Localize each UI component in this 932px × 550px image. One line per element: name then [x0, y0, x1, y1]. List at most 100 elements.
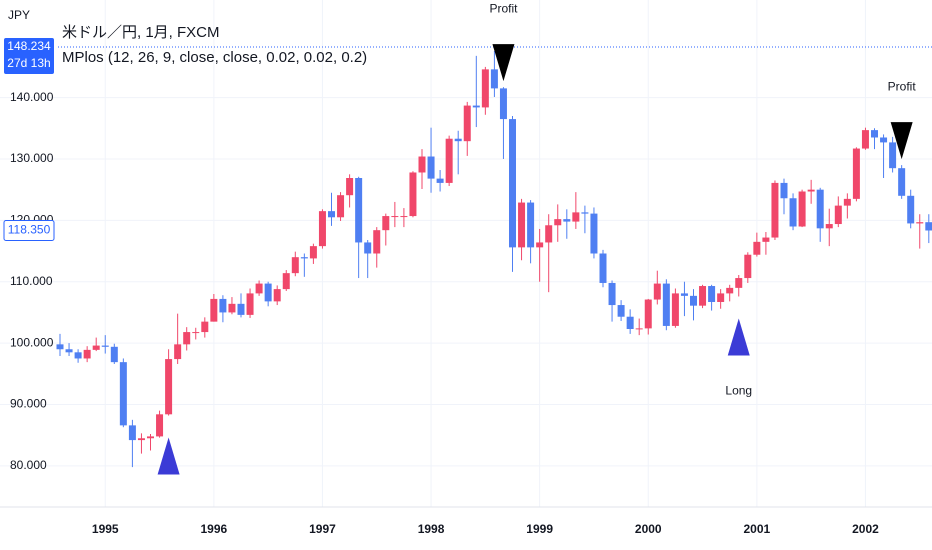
candle-body — [273, 289, 281, 302]
candle-body — [355, 178, 363, 243]
x-tick-label: 1995 — [92, 522, 119, 536]
candle-body — [165, 359, 173, 415]
candle-body — [255, 283, 263, 294]
candle-body — [889, 142, 897, 169]
candle-body — [880, 137, 888, 143]
candle-body — [852, 148, 860, 199]
candle-body — [156, 414, 164, 437]
x-tick-label: 1997 — [309, 522, 336, 536]
candle-body — [337, 195, 345, 218]
candle-body — [300, 257, 308, 259]
candle-body — [328, 211, 335, 218]
candle-body — [291, 257, 299, 274]
candle-body — [644, 299, 652, 329]
candle-body — [119, 362, 127, 426]
candle-body — [463, 105, 471, 142]
candle-body — [825, 224, 833, 229]
candle-body — [400, 216, 408, 218]
candle-body — [210, 298, 218, 322]
candle-body — [536, 242, 544, 248]
candle-body — [74, 352, 82, 359]
candle-body — [861, 130, 869, 149]
x-tick-label: 2000 — [635, 522, 662, 536]
candle-body — [907, 195, 915, 224]
candle-body — [581, 212, 589, 214]
candle-body — [789, 198, 797, 227]
signal-arrow-up — [157, 437, 180, 475]
candle-body — [454, 138, 462, 142]
last-price-label: 118.350 — [8, 223, 51, 237]
signal-arrow-down — [492, 44, 515, 82]
y-tick-label: 110.000 — [10, 274, 53, 288]
candle-body — [472, 105, 480, 108]
candle-body — [147, 436, 154, 439]
candle-body — [264, 283, 272, 302]
candle-body — [346, 178, 354, 196]
candle-body — [916, 222, 924, 224]
countdown-label: 27d 13h — [7, 56, 50, 70]
candle-body — [137, 438, 145, 441]
candle-body — [490, 69, 498, 89]
candle-body — [807, 189, 815, 192]
candle-body — [671, 293, 679, 326]
signal-label: Long — [725, 384, 752, 398]
signal-label: Profit — [888, 79, 917, 93]
candle-body — [201, 321, 209, 333]
indicator-label: MPlos (12, 26, 9, close, close, 0.02, 0.… — [62, 49, 367, 66]
candle-body — [499, 88, 507, 120]
candle-body — [843, 198, 851, 206]
y-tick-label: 140.000 — [10, 90, 54, 104]
candle-body — [509, 119, 516, 248]
candle-body — [608, 282, 616, 306]
candle-body — [436, 178, 444, 183]
candle-body — [816, 189, 824, 229]
candle-body — [898, 168, 906, 196]
y-tick-label: 90.000 — [10, 397, 47, 411]
candle-body — [834, 205, 842, 225]
x-tick-label: 2002 — [852, 522, 879, 536]
candle-body — [364, 242, 372, 254]
candle-body — [192, 332, 200, 334]
high-price-label: 148.234 — [7, 39, 51, 53]
candle-body — [282, 273, 290, 290]
x-tick-label: 2001 — [743, 522, 770, 536]
candle-body — [110, 346, 118, 363]
candle-body — [237, 303, 245, 315]
candle-body — [762, 237, 770, 242]
y-tick-label: 130.000 — [10, 151, 54, 165]
candle-body — [318, 211, 326, 247]
x-tick-label: 1998 — [418, 522, 445, 536]
candle-body — [65, 349, 73, 353]
candle-body — [871, 130, 878, 138]
candle-body — [735, 278, 743, 288]
candle-body — [246, 293, 254, 315]
candle-body — [382, 216, 390, 231]
signal-arrow-up — [727, 318, 750, 356]
candle-body — [653, 283, 661, 300]
candle-body — [391, 216, 399, 218]
candle-body — [409, 172, 417, 217]
candle-body — [726, 287, 734, 294]
candle-body — [744, 254, 752, 279]
candle-body — [228, 303, 236, 313]
x-tick-label: 1996 — [200, 522, 227, 536]
high-price-box — [4, 38, 54, 75]
candle-body — [56, 344, 64, 350]
candle-body — [617, 305, 625, 317]
candle-body — [83, 349, 91, 359]
y-tick-label: 100.000 — [10, 335, 54, 349]
candle-body — [183, 332, 191, 345]
candle-body — [309, 246, 317, 259]
chart-title: 米ドル／円, 1月, FXCM — [62, 24, 220, 41]
candle-body — [717, 293, 725, 302]
candle-body — [92, 345, 100, 350]
candle-body — [445, 138, 453, 183]
candle-body — [545, 225, 553, 243]
y-tick-label: 80.000 — [10, 458, 47, 472]
candle-body — [373, 230, 381, 254]
candle-body — [128, 425, 136, 441]
last-price-box — [3, 219, 55, 241]
candle-body — [563, 219, 571, 222]
signal-arrow-down — [890, 122, 913, 160]
